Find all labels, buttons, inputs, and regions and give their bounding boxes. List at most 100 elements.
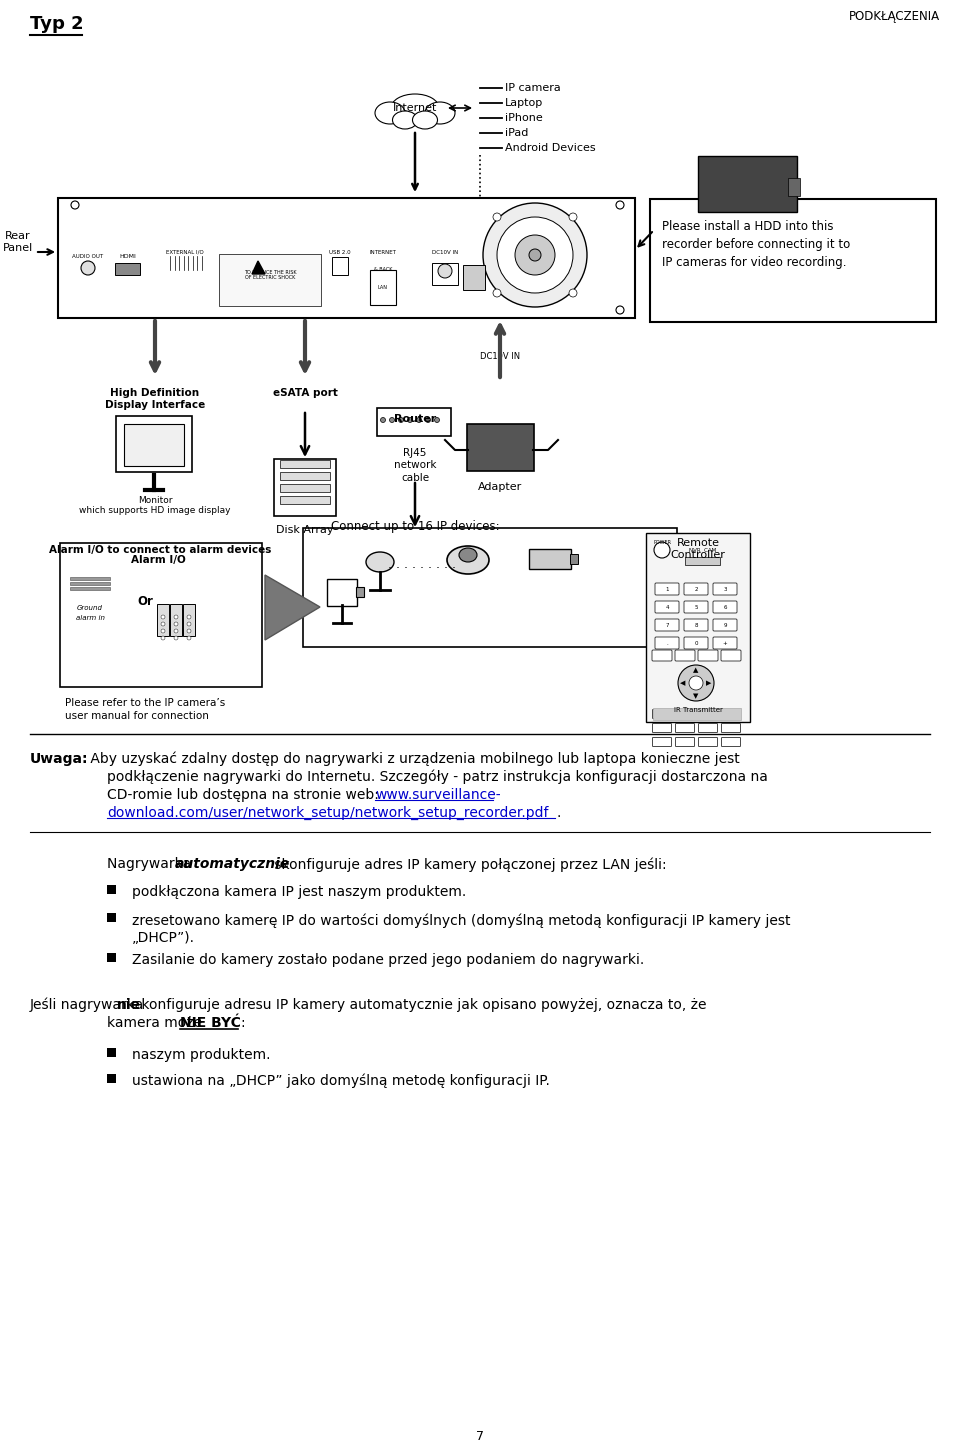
Text: Remote
Controller: Remote Controller — [671, 539, 726, 560]
Text: .: . — [557, 806, 562, 820]
Text: Please refer to the IP camera’s
user manual for connection: Please refer to the IP camera’s user man… — [65, 697, 226, 721]
Circle shape — [187, 635, 191, 640]
FancyBboxPatch shape — [463, 266, 485, 290]
Text: NVR  CAM: NVR CAM — [689, 549, 716, 553]
FancyBboxPatch shape — [699, 723, 717, 732]
Text: podkłączenie nagrywarki do Internetu. Szczegóły - patrz instrukcja konfiguracji : podkłączenie nagrywarki do Internetu. Sz… — [107, 770, 768, 784]
Text: Adapter: Adapter — [478, 482, 522, 492]
FancyBboxPatch shape — [698, 650, 718, 661]
FancyBboxPatch shape — [280, 472, 330, 479]
Text: nie: nie — [117, 998, 141, 1012]
FancyBboxPatch shape — [274, 459, 336, 516]
Ellipse shape — [459, 549, 477, 562]
Text: download.com/user/network_setup/network_setup_recorder.pdf: download.com/user/network_setup/network_… — [107, 806, 548, 820]
FancyBboxPatch shape — [183, 604, 195, 635]
Text: EXTERNAL I/O: EXTERNAL I/O — [166, 250, 204, 256]
Text: +: + — [723, 641, 728, 645]
Circle shape — [187, 615, 191, 619]
FancyBboxPatch shape — [107, 1074, 116, 1083]
Text: automatycznie: automatycznie — [175, 856, 290, 871]
Text: podkłączona kamera IP jest naszym produktem.: podkłączona kamera IP jest naszym produk… — [132, 885, 467, 900]
Text: IR Transmitter: IR Transmitter — [674, 708, 723, 713]
FancyBboxPatch shape — [722, 738, 740, 747]
FancyBboxPatch shape — [722, 709, 740, 719]
FancyBboxPatch shape — [467, 425, 534, 471]
Text: ◀: ◀ — [681, 680, 685, 686]
FancyBboxPatch shape — [327, 579, 357, 606]
FancyBboxPatch shape — [70, 588, 110, 591]
Circle shape — [398, 417, 403, 423]
Text: :: : — [240, 1017, 245, 1030]
Text: PODKŁĄCZENIA: PODKŁĄCZENIA — [849, 10, 940, 23]
FancyBboxPatch shape — [70, 578, 110, 580]
Text: Alarm I/O: Alarm I/O — [131, 554, 185, 565]
Text: 8: 8 — [694, 622, 698, 628]
Text: 2: 2 — [694, 588, 698, 592]
Text: High Definition
Display Interface: High Definition Display Interface — [105, 388, 205, 410]
Text: IP camera: IP camera — [505, 82, 561, 92]
FancyBboxPatch shape — [107, 1048, 116, 1057]
Ellipse shape — [393, 111, 418, 129]
Circle shape — [493, 289, 501, 297]
Text: Internet: Internet — [393, 103, 437, 113]
Text: 7: 7 — [665, 622, 669, 628]
Circle shape — [435, 417, 440, 423]
Text: DC10V IN: DC10V IN — [480, 352, 520, 361]
Text: ▼: ▼ — [693, 693, 699, 699]
FancyBboxPatch shape — [684, 601, 708, 614]
Text: Disk Array: Disk Array — [276, 526, 334, 534]
FancyBboxPatch shape — [653, 708, 741, 721]
FancyBboxPatch shape — [280, 461, 330, 468]
FancyBboxPatch shape — [713, 619, 737, 631]
Polygon shape — [252, 261, 265, 274]
Text: Monitor
which supports HD image display: Monitor which supports HD image display — [80, 495, 230, 516]
Circle shape — [616, 201, 624, 209]
FancyBboxPatch shape — [115, 263, 140, 274]
FancyBboxPatch shape — [684, 637, 708, 648]
Text: Jeśli nagrywarka: Jeśli nagrywarka — [30, 998, 149, 1012]
Circle shape — [174, 615, 178, 619]
Text: Alarm I/O to connect to alarm devices: Alarm I/O to connect to alarm devices — [49, 544, 271, 554]
Text: Router: Router — [394, 414, 436, 425]
Circle shape — [71, 201, 79, 209]
Text: HDMI: HDMI — [120, 254, 136, 258]
Text: AUDIO OUT: AUDIO OUT — [72, 254, 104, 258]
FancyBboxPatch shape — [652, 650, 672, 661]
Ellipse shape — [366, 552, 394, 572]
Text: alarm in: alarm in — [76, 615, 105, 621]
FancyBboxPatch shape — [685, 557, 720, 565]
Text: 1: 1 — [665, 588, 669, 592]
Text: CD-romie lub dostępna na stronie web:: CD-romie lub dostępna na stronie web: — [107, 788, 383, 801]
FancyBboxPatch shape — [684, 619, 708, 631]
FancyBboxPatch shape — [170, 604, 182, 635]
Circle shape — [174, 622, 178, 627]
FancyBboxPatch shape — [432, 263, 458, 284]
FancyBboxPatch shape — [107, 885, 116, 894]
Circle shape — [529, 248, 541, 261]
Circle shape — [81, 261, 95, 274]
Text: 9: 9 — [723, 622, 727, 628]
Text: „DHCP”).: „DHCP”). — [132, 931, 195, 944]
Circle shape — [497, 217, 573, 293]
Text: · · · · · · · · ·: · · · · · · · · · — [388, 562, 456, 575]
FancyBboxPatch shape — [713, 583, 737, 595]
FancyBboxPatch shape — [303, 529, 677, 647]
FancyBboxPatch shape — [655, 601, 679, 614]
Text: konfiguruje adresu IP kamery automatycznie jak opisano powyżej, oznacza to, że: konfiguruje adresu IP kamery automatyczn… — [137, 998, 707, 1012]
Text: Please install a HDD into this
recorder before connecting it to
IP cameras for v: Please install a HDD into this recorder … — [662, 219, 851, 269]
FancyBboxPatch shape — [655, 619, 679, 631]
Text: 7: 7 — [476, 1430, 484, 1443]
Circle shape — [515, 235, 555, 274]
Text: 3: 3 — [723, 588, 727, 592]
FancyBboxPatch shape — [116, 416, 192, 472]
Circle shape — [187, 622, 191, 627]
FancyBboxPatch shape — [675, 650, 695, 661]
FancyBboxPatch shape — [570, 554, 578, 565]
Text: Laptop: Laptop — [505, 98, 543, 108]
FancyBboxPatch shape — [58, 198, 635, 318]
FancyBboxPatch shape — [699, 709, 717, 719]
Circle shape — [161, 622, 165, 627]
Text: iPhone: iPhone — [505, 113, 542, 123]
Text: kamera może: kamera może — [107, 1017, 206, 1030]
FancyBboxPatch shape — [332, 257, 348, 274]
